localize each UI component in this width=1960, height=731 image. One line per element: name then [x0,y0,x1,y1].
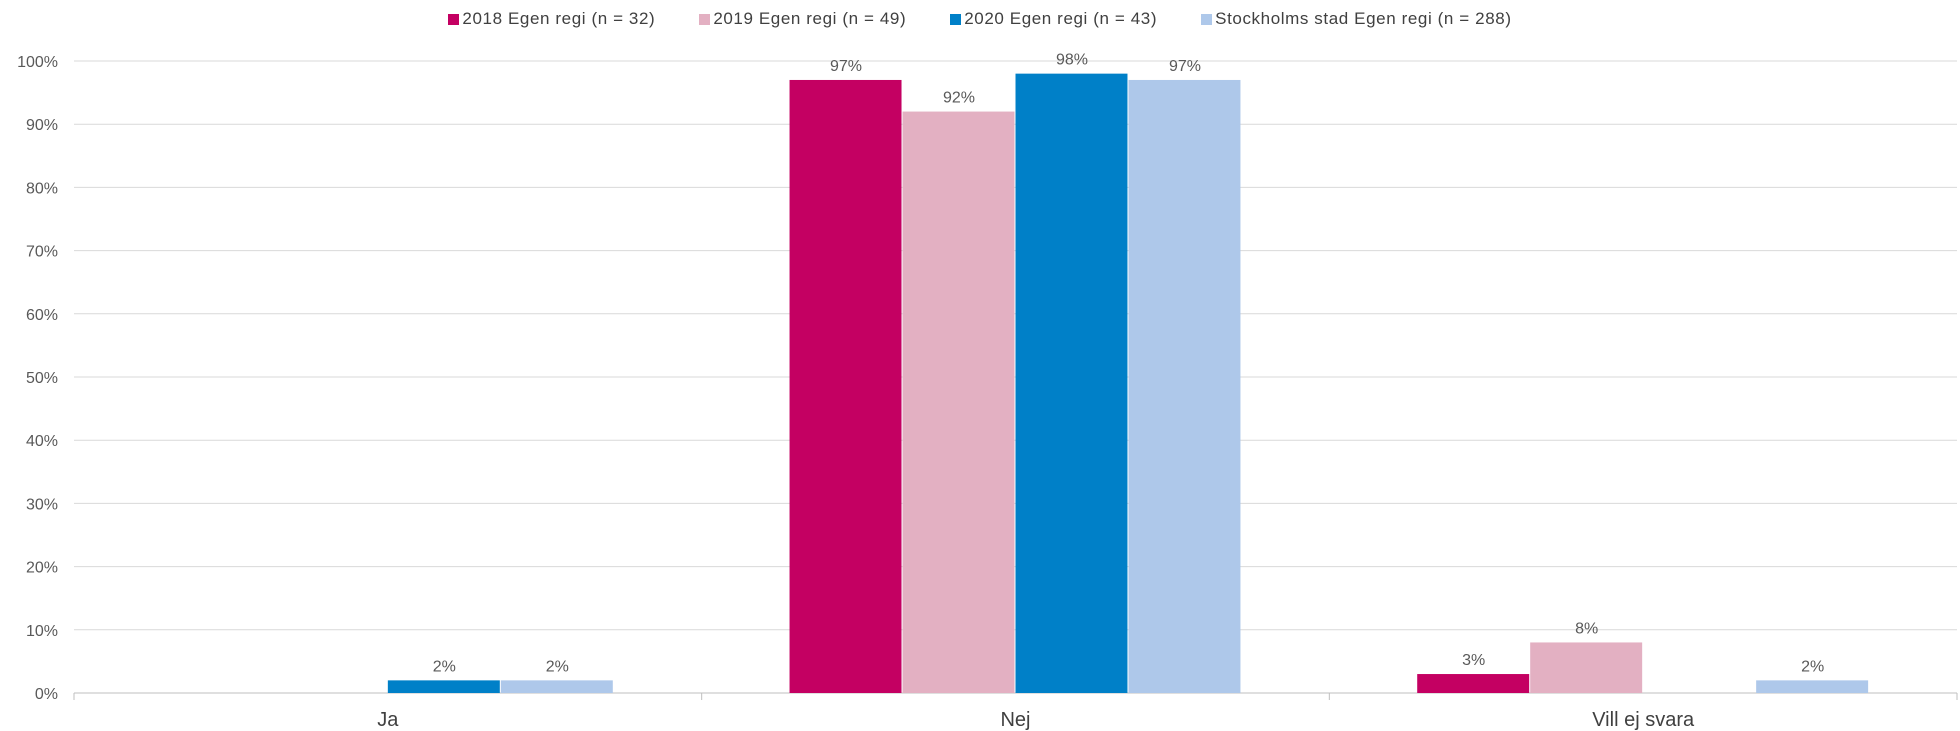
legend-item-2019: 2019 Egen regi (n = 49) [699,9,906,29]
data-label: 97% [830,58,862,75]
legend-item-2018: 2018 Egen regi (n = 32) [448,9,655,29]
legend-item-stockholm: Stockholms stad Egen regi (n = 288) [1201,9,1511,29]
bar [1015,73,1128,693]
bar [1417,674,1530,693]
y-tick-label: 30% [26,496,58,513]
y-tick-label: 20% [26,560,58,577]
data-label: 92% [943,90,975,107]
legend-label-2018: 2018 Egen regi (n = 32) [462,9,656,28]
data-label: 3% [1462,652,1485,669]
legend-label-stockholm: Stockholms stad Egen regi (n = 288) [1215,9,1512,28]
bar [1756,680,1869,693]
legend-swatch-2020 [950,13,962,25]
legend-swatch-stockholm [1201,13,1213,25]
y-tick-label: 80% [26,180,58,197]
x-category-label: Ja [377,709,399,731]
legend-label-2020: 2020 Egen regi (n = 43) [964,9,1158,28]
bar [789,79,902,693]
y-tick-label: 70% [26,244,58,261]
bar [500,680,613,693]
data-label: 97% [1169,58,1201,75]
legend-item-2020: 2020 Egen regi (n = 43) [950,9,1157,29]
x-category-label: Vill ej svara [1592,709,1695,731]
bar [902,111,1015,693]
legend-swatch-2018 [448,13,460,25]
y-tick-label: 100% [17,54,58,71]
x-category-label: Nej [1000,709,1030,731]
legend-swatch-2019 [699,13,711,25]
data-label: 2% [433,658,456,675]
y-tick-label: 60% [26,307,58,324]
bar [387,680,500,693]
y-tick-label: 10% [26,623,58,640]
y-tick-label: 90% [26,117,58,134]
data-label: 8% [1575,620,1598,637]
legend: 2018 Egen regi (n = 32) 2019 Egen regi (… [0,9,1960,29]
data-label: 2% [1801,658,1824,675]
y-tick-label: 0% [35,686,58,703]
y-tick-label: 40% [26,433,58,450]
bar [1530,642,1643,693]
data-label: 2% [546,658,569,675]
bar [1128,79,1241,693]
legend-label-2019: 2019 Egen regi (n = 49) [713,9,907,28]
data-label: 98% [1056,52,1088,69]
y-tick-label: 50% [26,370,58,387]
